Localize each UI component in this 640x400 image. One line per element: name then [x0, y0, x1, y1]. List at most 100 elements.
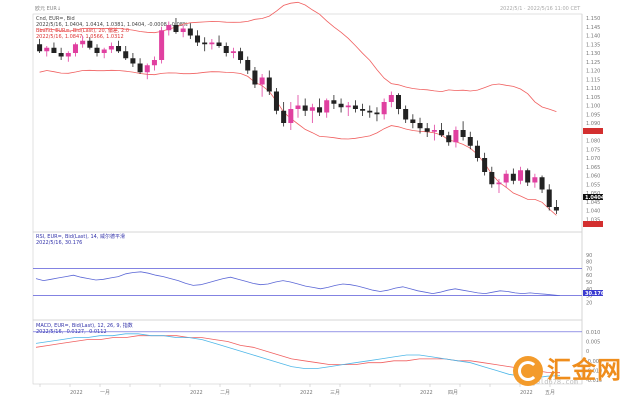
price-tick-label: 1.075	[586, 147, 600, 153]
candle-body	[360, 109, 366, 111]
candle-body	[489, 172, 495, 185]
price-tick-label: 1.095	[586, 112, 600, 118]
rsi-tick-label: 50	[586, 280, 592, 286]
macd-tick-label: -0.015	[586, 378, 602, 384]
x-tick-label: 2022	[190, 390, 203, 396]
candle-body	[388, 95, 394, 102]
candle-body	[116, 46, 122, 52]
x-tick-label: 2022	[70, 390, 83, 396]
top-bar-left: 欧元 EUR↓	[35, 5, 61, 12]
rsi-header-1: RSI, EUR=, Bid(Last), 14, 威尔德平滑	[36, 233, 125, 240]
candle-body	[546, 189, 552, 207]
price-tick-label: 1.110	[586, 86, 600, 92]
price-tick-label: 1.080	[586, 139, 600, 145]
candle-body	[525, 170, 531, 183]
candle-body	[295, 105, 301, 109]
macd-tick-label: -0.010	[586, 368, 602, 374]
price-tick-label: 1.045	[586, 200, 600, 206]
watermark: 汇金网	[513, 356, 622, 386]
x-tick-label: 四月	[448, 390, 458, 396]
price-tick-label: 1.115	[586, 77, 600, 83]
candle-body	[130, 58, 136, 64]
candle-body	[503, 173, 509, 183]
candle-body	[439, 130, 445, 136]
candle-body	[151, 60, 157, 66]
candle-body	[159, 30, 165, 60]
lower-band-tag	[583, 221, 603, 227]
rsi-line	[35, 271, 561, 296]
x-tick-label: 2022	[520, 390, 533, 396]
price-tick-label: 1.100	[586, 104, 600, 110]
x-tick-label: 2022	[420, 390, 433, 396]
candle-body	[273, 91, 279, 111]
price-tick-label: 1.135	[586, 42, 600, 48]
top-bar-right: 2022/5/1 · 2022/5/16 11:00 CET	[500, 6, 581, 12]
candle-body	[216, 42, 222, 46]
watermark-sub2: gold678.com	[531, 378, 578, 386]
candle-body	[553, 207, 559, 211]
candle-body	[532, 177, 538, 183]
price-header-2: 2022/5/16, 1.0404, 1.0414, 1.0381, 1.040…	[36, 22, 188, 28]
x-axis: 2022 一月 2022 二月 2022 三月 2022 四月 2022 五月	[39, 384, 555, 396]
candle-body	[51, 47, 57, 53]
watermark-brand: 汇金网	[547, 357, 622, 384]
candle-body	[80, 40, 86, 45]
candle-body	[424, 128, 430, 132]
candle-body	[403, 109, 409, 120]
candle-body	[345, 105, 351, 108]
candle-body	[94, 47, 100, 53]
rsi-tick-label: 70	[586, 266, 592, 272]
price-axis: 1.150 1.145 1.140 1.135 1.130 1.125 1.120 1.115…	[586, 16, 600, 223]
candle-body	[431, 130, 437, 132]
candle-body	[288, 109, 294, 123]
rsi-header-2: 2022/5/16, 30.176	[36, 240, 82, 246]
price-tick-label: 1.130	[586, 51, 600, 57]
x-tick-label: 五月	[545, 390, 555, 396]
candle-body	[381, 102, 387, 115]
price-tick-label: 1.140	[586, 34, 600, 40]
candle-body	[37, 44, 43, 52]
candle-body	[281, 110, 287, 123]
candle-body	[496, 182, 502, 185]
candle-body	[266, 77, 272, 92]
candle-body	[173, 25, 179, 32]
macd-tick-label: 0	[586, 349, 589, 355]
price-tick-label: 1.150	[586, 16, 600, 22]
price-tag: 1.0404	[585, 195, 605, 201]
price-tick-label: 1.065	[586, 165, 600, 171]
candle-body	[72, 44, 78, 53]
macd-tick-label: 0.005	[586, 340, 600, 346]
rsi-tick-label: 40	[586, 287, 592, 293]
price-tick-label: 1.090	[586, 121, 600, 127]
price-tick-label: 1.105	[586, 95, 600, 101]
candlesticks	[37, 18, 559, 214]
candle-body	[194, 35, 201, 43]
candle-body	[223, 46, 229, 53]
macd-panel-frame	[32, 319, 583, 385]
candle-body	[144, 65, 150, 73]
rsi-tick-label: 60	[586, 273, 592, 279]
rsi-tick-label: 30	[586, 294, 592, 300]
price-tick-label: 1.120	[586, 69, 600, 75]
candle-body	[245, 60, 251, 71]
x-tick-label: 一月	[100, 390, 110, 396]
rsi-tag: 30.176	[585, 291, 605, 297]
price-tick-label: 1.070	[586, 156, 600, 162]
candle-body	[331, 100, 337, 104]
x-tick-label: 三月	[330, 390, 340, 396]
candle-body	[539, 177, 545, 190]
macd-tick-label: 0.010	[586, 330, 600, 336]
candle-body	[187, 28, 193, 36]
candle-body	[309, 107, 315, 111]
price-tick-label: 1.145	[586, 25, 600, 31]
price-tick-label: 1.125	[586, 60, 600, 66]
candle-body	[324, 100, 330, 113]
macd-line	[35, 333, 561, 379]
watermark-logo-icon	[513, 356, 543, 386]
candle-body	[518, 170, 524, 181]
candle-body	[252, 70, 258, 85]
candle-body	[230, 51, 236, 53]
candle-body	[202, 42, 208, 45]
bband-header-2: 2022/5/16, 1.0847, 1.0566, 1.0312	[36, 34, 124, 40]
candle-body	[474, 145, 480, 158]
